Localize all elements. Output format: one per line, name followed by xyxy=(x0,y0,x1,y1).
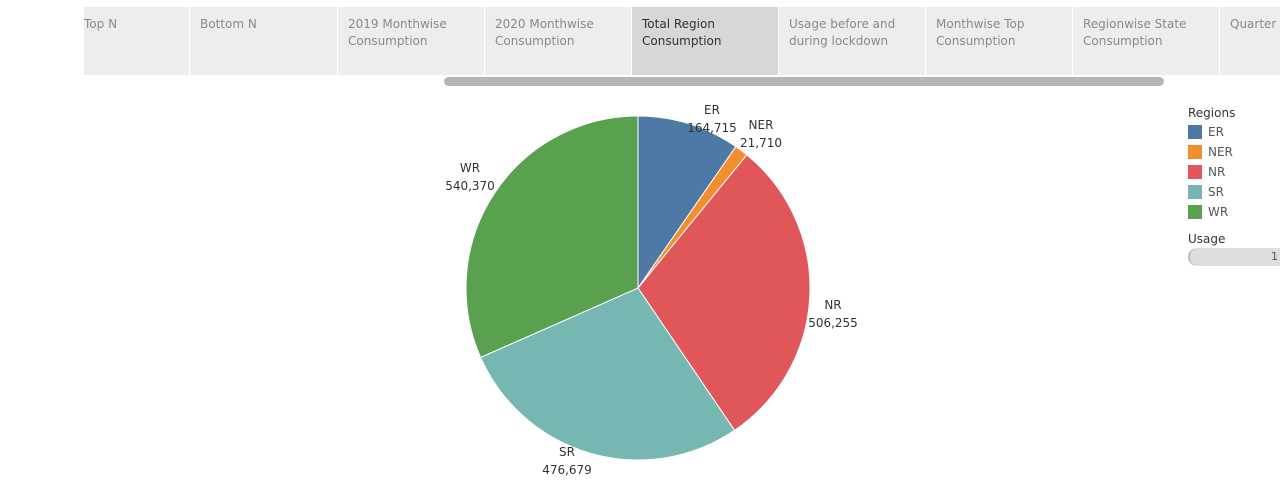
tab-usage-before-and-during-lockdown[interactable]: Usage before and during lockdown xyxy=(779,7,926,75)
pie-slice-sr[interactable] xyxy=(479,287,736,461)
legend-label: ER xyxy=(1208,125,1224,139)
slice-label-er: ER xyxy=(704,103,720,117)
slice-label-sr: SR xyxy=(559,445,575,459)
slice-value-er: 164,715 xyxy=(687,121,737,135)
legend: Regions ER NER NR SR WR Usage 1 xyxy=(1188,106,1280,266)
tab-bar: Top N Bottom N 2019 Monthwise Consumption 2… xyxy=(84,7,1280,75)
usage-filter-title: Usage xyxy=(1188,232,1226,246)
usage-slider-value: 1 xyxy=(1271,250,1278,263)
legend-item-er[interactable]: ER xyxy=(1188,122,1280,142)
legend-item-wr[interactable]: WR xyxy=(1188,202,1280,222)
pie-slice-er[interactable] xyxy=(637,115,737,290)
tab-scrollbar[interactable] xyxy=(444,77,1164,86)
legend-swatch xyxy=(1188,145,1202,159)
slice-label-ner: NER xyxy=(749,118,774,132)
tab-top-n[interactable]: Top N xyxy=(84,7,190,75)
tab-quarter[interactable]: Quarter xyxy=(1220,7,1280,75)
legend-label: SR xyxy=(1208,185,1224,199)
slice-label-wr: WR xyxy=(460,161,480,175)
legend-label: NR xyxy=(1208,165,1226,179)
tab-regionwise-state-consumption[interactable]: Regionwise State Consumption xyxy=(1073,7,1220,75)
slice-value-ner: 21,710 xyxy=(740,136,782,150)
tab-2019-monthwise-consumption[interactable]: 2019 Monthwise Consumption xyxy=(338,7,485,75)
pie-slice-nr[interactable] xyxy=(637,154,811,432)
slice-label-nr: NR xyxy=(824,298,841,312)
legend-swatch xyxy=(1188,125,1202,139)
pie-slice-wr[interactable] xyxy=(465,115,639,359)
slice-value-sr: 476,679 xyxy=(542,463,592,477)
slice-value-wr: 540,370 xyxy=(445,179,495,193)
tab-2020-monthwise-consumption[interactable]: 2020 Monthwise Consumption xyxy=(485,7,632,75)
tab-bottom-n[interactable]: Bottom N xyxy=(190,7,338,75)
slice-value-nr: 506,255 xyxy=(808,316,858,330)
legend-label: WR xyxy=(1208,205,1229,219)
usage-slider[interactable]: 1 xyxy=(1188,248,1280,266)
legend-swatch xyxy=(1188,205,1202,219)
legend-swatch xyxy=(1188,165,1202,179)
legend-items: ER NER NR SR WR xyxy=(1188,122,1280,222)
legend-item-ner[interactable]: NER xyxy=(1188,142,1280,162)
tab-total-region-consumption[interactable]: Total Region Consumption xyxy=(632,7,779,75)
legend-swatch xyxy=(1188,185,1202,199)
pie-chart: ER 164,715 NER 21,710 NR 506,255 SR 476,679 WR 54… xyxy=(445,103,858,477)
legend-item-sr[interactable]: SR xyxy=(1188,182,1280,202)
tab-monthwise-top-consumption[interactable]: Monthwise Top Consumption xyxy=(926,7,1073,75)
legend-title: Regions xyxy=(1188,106,1236,120)
legend-item-nr[interactable]: NR xyxy=(1188,162,1280,182)
legend-label: NER xyxy=(1208,145,1233,159)
